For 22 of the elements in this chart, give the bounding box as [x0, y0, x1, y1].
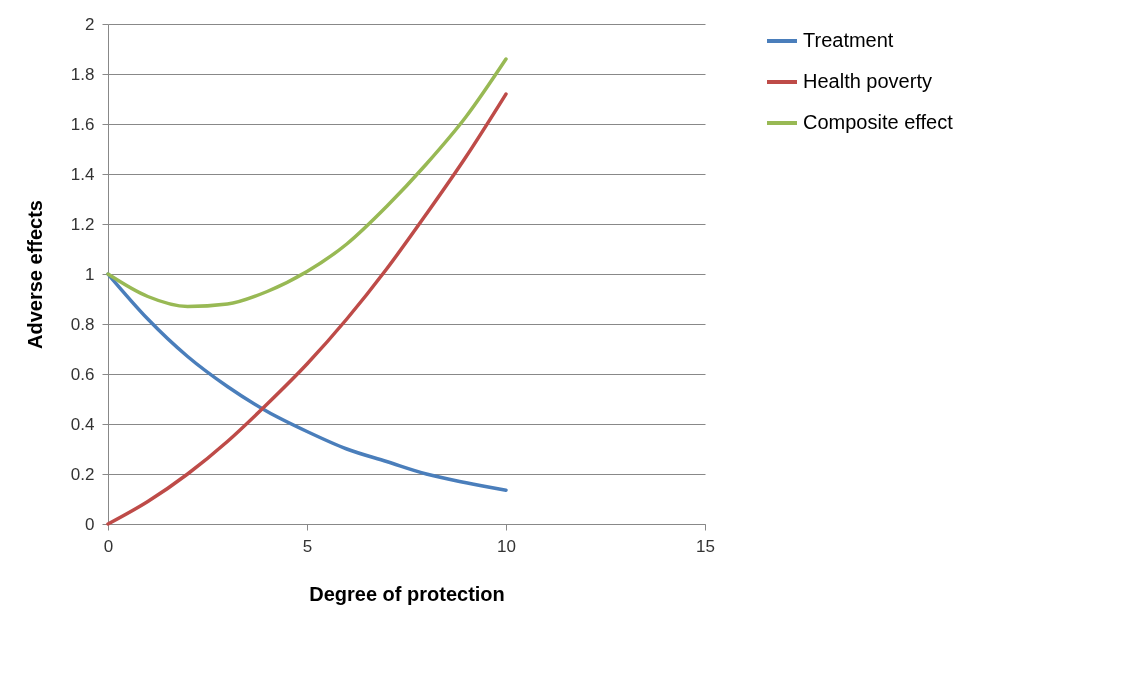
y-tick-label: 0.8: [70, 314, 95, 334]
y-tick-label: 0.6: [70, 364, 95, 384]
y-tick-label: 1: [85, 264, 95, 284]
y-tick-label: 0.4: [70, 414, 95, 434]
y-tick-label: 1.4: [70, 164, 95, 184]
x-tick-label: 5: [302, 536, 313, 556]
y-tick-label: 0: [85, 514, 95, 534]
y-tick-label: 0.2: [70, 464, 95, 484]
y-tick-label: 2: [85, 14, 95, 34]
legend-label: Treatment: [803, 29, 894, 51]
y-tick-label: 1.2: [70, 214, 95, 234]
legend-label: Composite effect: [803, 111, 954, 133]
x-tick-label: 10: [497, 536, 516, 556]
y-tick-label: 1.8: [70, 64, 95, 84]
y-tick-label: 1.6: [70, 114, 95, 134]
line-series: [106, 92, 508, 526]
x-axis-title: Degree of protection: [309, 582, 505, 605]
legend-label: Health poverty: [803, 70, 932, 92]
x-tick-label: 15: [696, 536, 715, 556]
x-tick-label: 0: [103, 536, 114, 556]
line-series: [106, 57, 508, 309]
y-axis-title: Adverse effects: [23, 200, 46, 349]
